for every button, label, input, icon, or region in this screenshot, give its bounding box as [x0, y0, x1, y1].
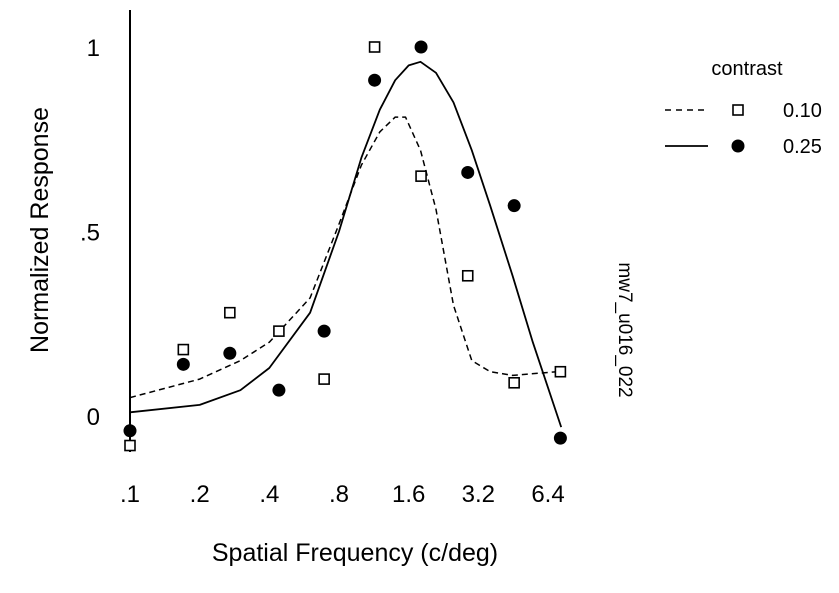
square-point — [124, 439, 136, 452]
solid-fit-curve — [129, 60, 563, 428]
circle-point — [223, 346, 237, 360]
x-tick-label: .2 — [190, 481, 210, 508]
data-points — [123, 40, 567, 452]
square-point — [177, 343, 190, 356]
legend-marker — [731, 139, 745, 153]
y-tick-label: .5 — [80, 220, 100, 247]
circle-point — [414, 40, 428, 54]
legend-label: 0.25 — [783, 136, 822, 158]
x-tick-label: 1.6 — [392, 481, 425, 508]
y-axis-title: Normalized Response — [26, 107, 54, 353]
x-axis-title: Spatial Frequency (c/deg) — [212, 539, 498, 567]
square-point — [415, 170, 427, 182]
legend-title: contrast — [711, 58, 783, 80]
legend-items: 0.10 0.25 — [665, 100, 822, 158]
x-tick-label: 6.4 — [531, 481, 564, 508]
circle-point — [368, 73, 382, 87]
square-point — [368, 41, 381, 53]
y-tick-label: 0 — [87, 404, 100, 431]
square-point — [273, 325, 285, 337]
legend-marker — [732, 104, 744, 116]
axis-ticks: 0 .5 1 .1 .2 .4 .8 1.6 3.2 6.4 — [80, 35, 565, 508]
square-point — [224, 306, 236, 319]
x-tick-label: 3.2 — [462, 481, 495, 508]
circle-point — [507, 199, 521, 213]
circle-point — [272, 383, 286, 397]
circle-point — [461, 165, 475, 179]
square-point — [508, 376, 520, 389]
square-point — [318, 373, 330, 385]
fitted-curves — [129, 60, 563, 428]
dashed-fit-curve — [129, 116, 558, 399]
square-point — [461, 269, 474, 282]
side-label: mw7_u016_022 — [614, 262, 635, 397]
y-tick-label: 1 — [87, 35, 100, 62]
legend: contrast 0.10 0.25 — [665, 58, 822, 158]
circle-point — [553, 431, 567, 445]
circle-point — [317, 324, 331, 338]
circle-point — [176, 357, 190, 371]
x-tick-label: .8 — [329, 481, 349, 508]
circle-point — [123, 424, 137, 438]
legend-label: 0.10 — [783, 100, 822, 122]
square-point — [554, 365, 567, 378]
x-tick-label: .4 — [259, 481, 279, 508]
x-tick-label: .1 — [120, 481, 140, 508]
